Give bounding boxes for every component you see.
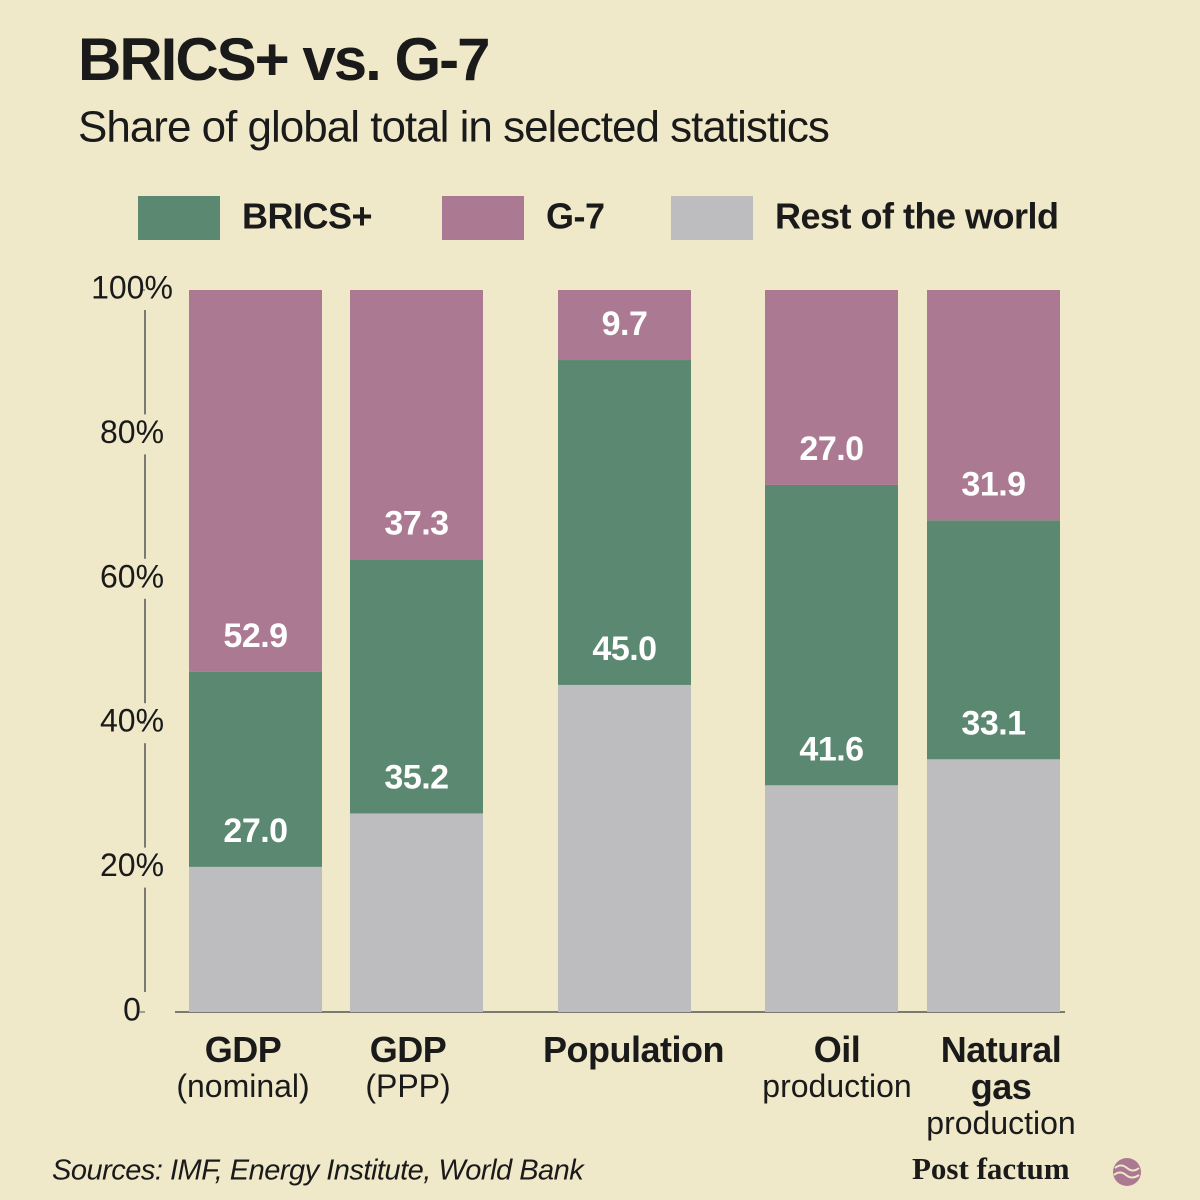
bar-segment [927, 759, 1060, 1012]
legend-label: G-7 [546, 196, 605, 237]
bar-segment [350, 290, 483, 560]
y-tick-label: 80% [100, 414, 164, 450]
category-name: Population [543, 1029, 724, 1070]
x-tick-label: Natural gas production [911, 1031, 1091, 1141]
y-tick-label: 60% [100, 558, 164, 594]
x-tick-label: Population [543, 1029, 724, 1070]
brand-logo [1113, 1158, 1141, 1186]
legend-swatch [671, 196, 753, 240]
brand: Post factum [912, 1151, 1070, 1186]
y-tick-label: 100% [91, 269, 173, 305]
value-label: 35.2 [384, 758, 448, 796]
category-name: Oil [813, 1029, 861, 1070]
bar-segment [350, 813, 483, 1012]
category-name: GDP [369, 1029, 447, 1070]
bar-segment [558, 684, 691, 1012]
x-tick-label: GDP (nominal) [153, 1031, 333, 1104]
value-label: 41.6 [799, 730, 863, 768]
value-label: 9.7 [602, 305, 648, 343]
tick-label-bg [95, 703, 175, 744]
bar-segment [927, 290, 1060, 521]
value-label: 31.9 [961, 465, 1025, 503]
value-label: 27.0 [799, 430, 863, 468]
legend-label: Rest of the world [775, 196, 1059, 237]
tick-label-bg [95, 414, 175, 455]
bar-segment [927, 520, 1060, 760]
bar-segment [765, 484, 898, 786]
category-detail: (nominal) [176, 1068, 310, 1104]
bar-segment [558, 290, 691, 361]
tick-label-bg [95, 847, 175, 888]
bar-segment [189, 671, 322, 867]
chart-subtitle: Share of global total in selected statis… [78, 103, 829, 152]
bar-segment [350, 559, 483, 814]
y-tick-label: 0 [123, 991, 141, 1027]
tick-label-bg [95, 992, 175, 1032]
legend-label: BRICS+ [242, 196, 372, 237]
bar-segment [189, 866, 322, 1012]
tick-label-bg [95, 558, 175, 599]
category-detail: production [926, 1105, 1076, 1141]
bar-segment [558, 360, 691, 685]
source-note: Sources: IMF, Energy Institute, World Ba… [52, 1155, 585, 1187]
bar-segment [765, 290, 898, 485]
value-label: 27.0 [223, 812, 287, 850]
legend-swatch [442, 196, 524, 240]
tick-label-bg [95, 270, 175, 310]
value-label: 33.1 [961, 704, 1025, 742]
chart-title: BRICS+ vs. G-7 [78, 26, 489, 93]
category-detail: production [762, 1068, 912, 1104]
category-detail: (PPP) [365, 1068, 451, 1104]
y-tick-label: 40% [100, 703, 164, 739]
value-label: 52.9 [223, 617, 287, 655]
value-label: 37.3 [384, 504, 448, 542]
category-name: Natural gas [940, 1029, 1062, 1107]
bar-segment [765, 785, 898, 1012]
y-tick-label: 20% [100, 847, 164, 883]
value-label: 45.0 [592, 630, 656, 668]
legend-swatch [138, 196, 220, 240]
x-tick-label: GDP (PPP) [318, 1031, 498, 1104]
bar-segment [189, 290, 322, 672]
x-tick-label: Oil production [747, 1031, 927, 1104]
category-name: GDP [204, 1029, 282, 1070]
